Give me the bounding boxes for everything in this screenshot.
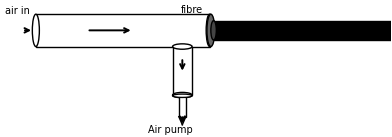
- Ellipse shape: [172, 44, 192, 49]
- Ellipse shape: [172, 92, 192, 98]
- Text: fibre: fibre: [180, 5, 203, 15]
- Polygon shape: [172, 47, 192, 95]
- Ellipse shape: [207, 14, 215, 47]
- Text: air in: air in: [5, 6, 29, 16]
- Polygon shape: [36, 14, 210, 47]
- Polygon shape: [179, 96, 186, 117]
- Text: Air pump: Air pump: [148, 125, 193, 135]
- Ellipse shape: [211, 21, 216, 40]
- Polygon shape: [214, 21, 392, 40]
- Ellipse shape: [172, 94, 192, 97]
- Ellipse shape: [206, 14, 213, 47]
- Ellipse shape: [32, 14, 39, 47]
